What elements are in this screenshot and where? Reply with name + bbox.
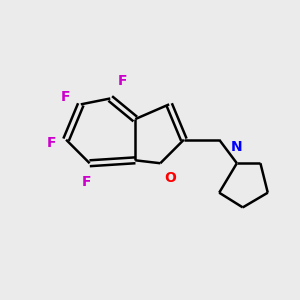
Text: F: F (82, 175, 92, 189)
Text: F: F (118, 74, 127, 88)
Text: F: F (61, 90, 70, 104)
Text: F: F (46, 136, 56, 150)
Text: O: O (165, 171, 177, 184)
Text: N: N (231, 140, 243, 154)
